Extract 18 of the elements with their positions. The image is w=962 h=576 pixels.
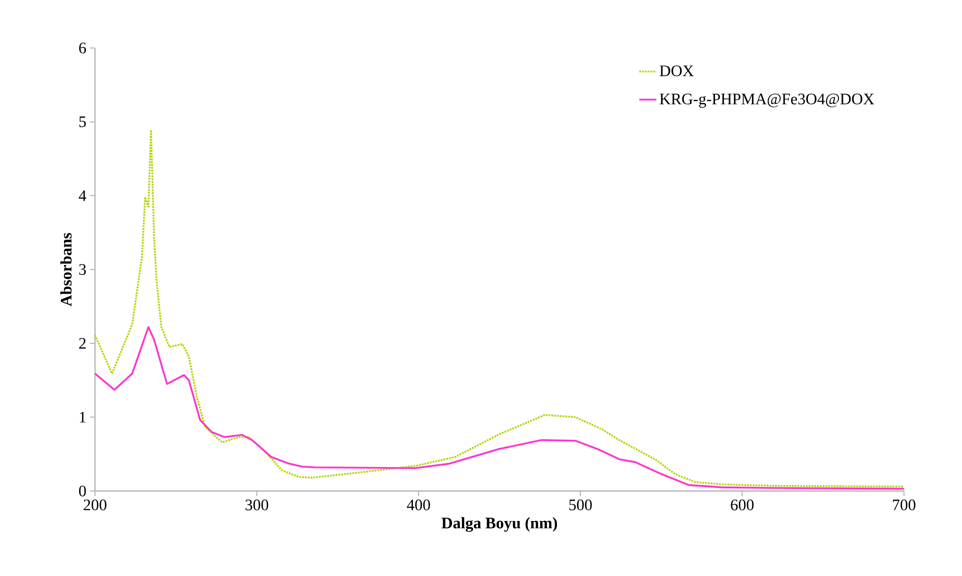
- y-tick-label: 1: [80, 412, 86, 422]
- y-axis-title: Absorbans: [60, 232, 72, 306]
- line-series: [94, 129, 905, 488]
- legend-label: DOX: [660, 65, 694, 76]
- x-tick-label: 600: [730, 500, 754, 510]
- x-tick-label: 500: [569, 500, 592, 510]
- y-tick-label: 6: [79, 42, 86, 54]
- y-tick-label: 0: [79, 486, 86, 496]
- y-tick-label: 3: [79, 264, 86, 275]
- x-tick-label: 400: [406, 500, 430, 510]
- y-tick-label: 5: [79, 116, 86, 128]
- y-tick-label: 2: [79, 338, 86, 349]
- x-tick-label: 200: [84, 500, 106, 510]
- y-tick-label: 4: [78, 190, 86, 201]
- x-tick-label: 300: [246, 500, 268, 510]
- x-axis-title: Dalga Boyu (nm): [442, 517, 558, 532]
- legend-label: KRG-g-PHPMA@Fe3O4@DOX: [660, 94, 874, 108]
- x-tick-label: 700: [893, 500, 916, 510]
